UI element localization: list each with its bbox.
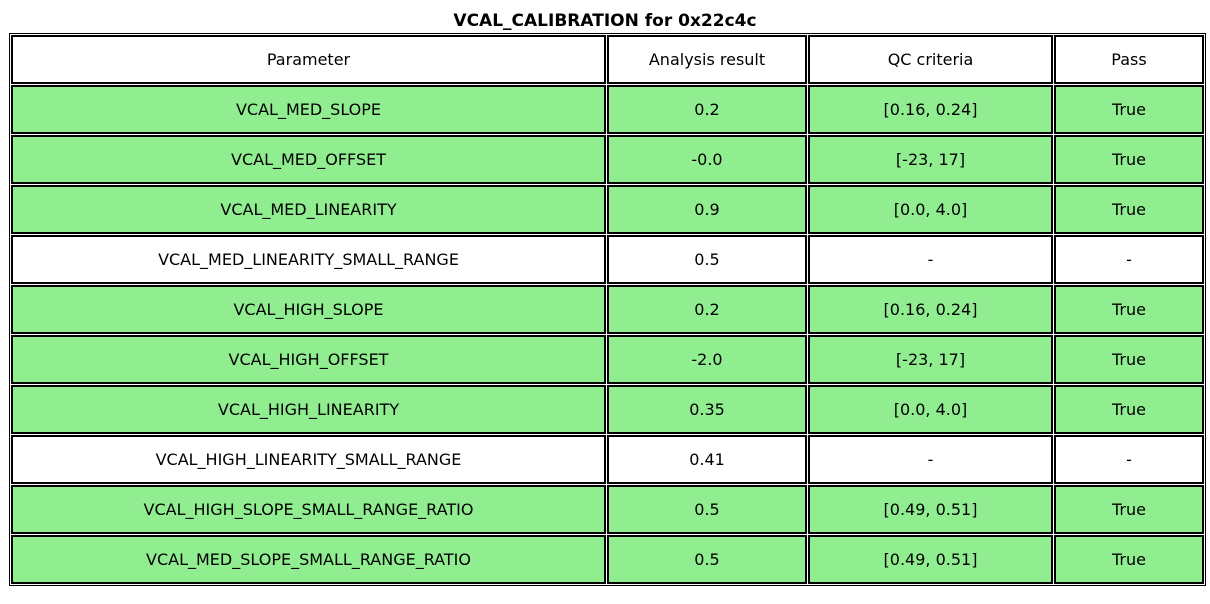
cell-analysis-result: 0.5 bbox=[607, 235, 807, 284]
cell-parameter: VCAL_HIGH_LINEARITY_SMALL_RANGE bbox=[11, 435, 606, 484]
cell-pass: - bbox=[1054, 435, 1204, 484]
cell-qc-criteria: [-23, 17] bbox=[808, 335, 1053, 384]
column-header-parameter: Parameter bbox=[11, 35, 606, 84]
qc-table-body: VCAL_MED_SLOPE 0.2 [0.16, 0.24] True VCA… bbox=[11, 85, 1204, 584]
cell-qc-criteria: [0.16, 0.24] bbox=[808, 285, 1053, 334]
cell-qc-criteria: [0.49, 0.51] bbox=[808, 535, 1053, 584]
table-row: VCAL_HIGH_LINEARITY_SMALL_RANGE 0.41 - - bbox=[11, 435, 1204, 484]
cell-analysis-result: 0.35 bbox=[607, 385, 807, 434]
cell-pass: - bbox=[1054, 235, 1204, 284]
cell-parameter: VCAL_HIGH_SLOPE_SMALL_RANGE_RATIO bbox=[11, 485, 606, 534]
column-header-pass: Pass bbox=[1054, 35, 1204, 84]
cell-parameter: VCAL_MED_OFFSET bbox=[11, 135, 606, 184]
cell-analysis-result: -0.0 bbox=[607, 135, 807, 184]
cell-analysis-result: -2.0 bbox=[607, 335, 807, 384]
cell-qc-criteria: [0.16, 0.24] bbox=[808, 85, 1053, 134]
table-row: VCAL_HIGH_LINEARITY 0.35 [0.0, 4.0] True bbox=[11, 385, 1204, 434]
table-row: VCAL_HIGH_SLOPE_SMALL_RANGE_RATIO 0.5 [0… bbox=[11, 485, 1204, 534]
table-row: VCAL_MED_SLOPE_SMALL_RANGE_RATIO 0.5 [0.… bbox=[11, 535, 1204, 584]
cell-parameter: VCAL_HIGH_SLOPE bbox=[11, 285, 606, 334]
cell-parameter: VCAL_MED_SLOPE_SMALL_RANGE_RATIO bbox=[11, 535, 606, 584]
cell-pass: True bbox=[1054, 135, 1204, 184]
cell-qc-criteria: [0.0, 4.0] bbox=[808, 385, 1053, 434]
cell-parameter: VCAL_HIGH_OFFSET bbox=[11, 335, 606, 384]
header-row: Parameter Analysis result QC criteria Pa… bbox=[11, 35, 1204, 84]
cell-pass: True bbox=[1054, 335, 1204, 384]
qc-table-header: Parameter Analysis result QC criteria Pa… bbox=[11, 35, 1204, 84]
cell-analysis-result: 0.9 bbox=[607, 185, 807, 234]
cell-pass: True bbox=[1054, 485, 1204, 534]
cell-qc-criteria: [0.49, 0.51] bbox=[808, 485, 1053, 534]
table-row: VCAL_MED_LINEARITY_SMALL_RANGE 0.5 - - bbox=[11, 235, 1204, 284]
cell-pass: True bbox=[1054, 85, 1204, 134]
cell-parameter: VCAL_MED_LINEARITY_SMALL_RANGE bbox=[11, 235, 606, 284]
cell-qc-criteria: - bbox=[808, 235, 1053, 284]
table-row: VCAL_HIGH_OFFSET -2.0 [-23, 17] True bbox=[11, 335, 1204, 384]
cell-analysis-result: 0.2 bbox=[607, 285, 807, 334]
table-row: VCAL_MED_LINEARITY 0.9 [0.0, 4.0] True bbox=[11, 185, 1204, 234]
cell-pass: True bbox=[1054, 285, 1204, 334]
cell-parameter: VCAL_MED_LINEARITY bbox=[11, 185, 606, 234]
cell-analysis-result: 0.5 bbox=[607, 485, 807, 534]
cell-qc-criteria: [0.0, 4.0] bbox=[808, 185, 1053, 234]
column-header-analysis-result: Analysis result bbox=[607, 35, 807, 84]
cell-analysis-result: 0.2 bbox=[607, 85, 807, 134]
column-header-qc-criteria: QC criteria bbox=[808, 35, 1053, 84]
cell-parameter: VCAL_HIGH_LINEARITY bbox=[11, 385, 606, 434]
figure-title: VCAL_CALIBRATION for 0x22c4c bbox=[453, 11, 757, 31]
cell-analysis-result: 0.41 bbox=[607, 435, 807, 484]
table-row: VCAL_MED_SLOPE 0.2 [0.16, 0.24] True bbox=[11, 85, 1204, 134]
cell-pass: True bbox=[1054, 535, 1204, 584]
cell-qc-criteria: [-23, 17] bbox=[808, 135, 1053, 184]
table-row: VCAL_HIGH_SLOPE 0.2 [0.16, 0.24] True bbox=[11, 285, 1204, 334]
cell-qc-criteria: - bbox=[808, 435, 1053, 484]
table-row: VCAL_MED_OFFSET -0.0 [-23, 17] True bbox=[11, 135, 1204, 184]
cell-parameter: VCAL_MED_SLOPE bbox=[11, 85, 606, 134]
cell-pass: True bbox=[1054, 385, 1204, 434]
cell-pass: True bbox=[1054, 185, 1204, 234]
qc-table: Parameter Analysis result QC criteria Pa… bbox=[9, 33, 1206, 586]
cell-analysis-result: 0.5 bbox=[607, 535, 807, 584]
